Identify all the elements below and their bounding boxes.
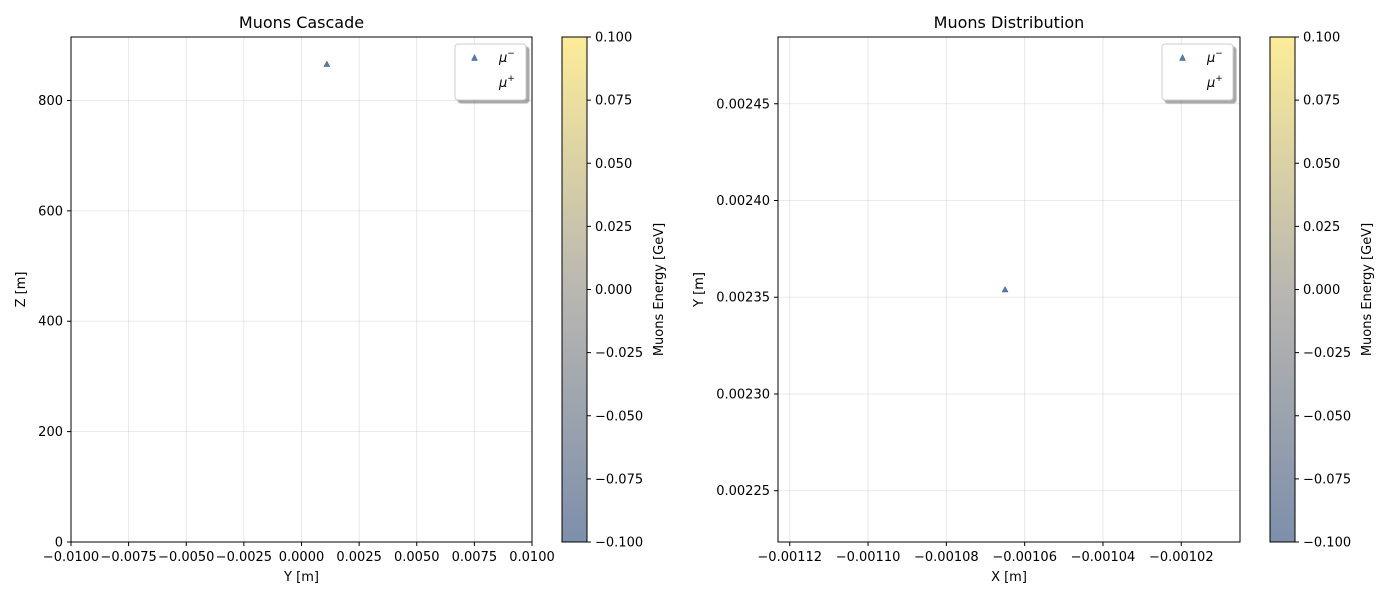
colorbar-label: Muons Energy [GeV] [1360,223,1375,356]
y-axis-ticks: 0.00225 0.00230 0.00235 0.00240 0.00245 [716,97,778,499]
legend: μ− μ+ [1161,43,1234,101]
colorbar-tick-label: 0.000 [595,283,632,298]
y-tick-label: 0.00245 [716,97,770,112]
x-tick-label: 0.0000 [279,550,325,565]
y-tick-label: 400 [38,315,63,330]
x-axis-ticks: −0.00112 −0.00110 −0.00108 −0.00106 −0.00104… [757,542,1214,565]
data-point-mu-minus [1001,285,1009,293]
legend-label-mu-minus: μ− [498,49,515,66]
colorbar-tick-label: −0.025 [1303,346,1351,361]
x-tick-label: −0.0075 [100,550,156,565]
colorbar-tick-label: 0.050 [1303,157,1340,172]
y-axis-label: Z [m] [14,272,29,308]
y-tick-label: 0 [55,536,63,551]
colorbar-tick-label: 0.050 [595,157,632,172]
legend-marker-mu-minus [471,53,478,61]
chart-muons-distribution: Muons Distribution −0.00112 −0.00110 −0.00… [692,13,1375,585]
colorbar-tick-label: 0.075 [1303,94,1340,109]
y-tick-label: 200 [38,425,63,440]
x-tick-label: 0.0050 [394,550,440,565]
x-tick-label: −0.0050 [158,550,214,565]
colorbar-tick-label: −0.100 [1303,536,1351,551]
colorbar: −0.100 −0.075 −0.050 −0.025 0.000 0.025 0.050 0… [1269,31,1375,551]
colorbar-tick-label: −0.100 [595,536,643,551]
colorbar-tick-label: 0.100 [595,31,632,46]
data-point-mu-minus [323,60,331,67]
plot-frame [777,36,1241,543]
y-tick-label: 600 [38,204,63,219]
x-tick-label: 0.0075 [452,550,498,565]
colorbar-tick-label: 0.025 [1303,220,1340,235]
chart-title: Muons Cascade [239,13,364,32]
x-axis-label: X [m] [991,570,1027,585]
x-tick-label: 0.0025 [336,550,382,565]
colorbar-tick-label: −0.075 [1303,472,1351,487]
colorbar-tick-label: −0.050 [595,409,643,424]
colorbar-tick-label: 0.100 [1303,31,1340,46]
y-tick-label: 0.00240 [716,194,770,209]
y-axis-ticks: 0 200 400 600 800 [38,94,71,551]
x-tick-label: −0.0100 [43,550,99,565]
x-tick-label: −0.0025 [216,550,272,565]
x-tick-label: −0.00102 [1149,550,1214,565]
chart-title: Muons Distribution [934,13,1085,32]
x-tick-label: −0.00108 [914,550,979,565]
x-tick-label: 0.0100 [509,550,555,565]
legend-marker-mu-minus [1179,53,1186,61]
data-points [1001,285,1009,293]
colorbar-tick-label: 0.075 [595,94,632,109]
x-tick-label: −0.00104 [1071,550,1136,565]
x-axis-ticks: −0.0100 −0.0075 −0.0050 −0.0025 0.0000 0.0025… [43,542,555,565]
y-tick-label: 0.00230 [716,387,770,402]
legend-box [454,43,527,101]
x-tick-label: −0.00112 [757,550,822,565]
x-tick-label: −0.00106 [992,550,1057,565]
colorbar-label: Muons Energy [GeV] [652,223,667,356]
grid [70,37,533,543]
colorbar-ticks: −0.100 −0.075 −0.050 −0.025 0.000 0.025 0.050 0… [587,31,643,551]
y-tick-label: 800 [38,94,63,109]
y-tick-label: 0.00235 [716,291,770,306]
colorbar-gradient [1270,37,1295,542]
legend-label-mu-plus: μ+ [1206,74,1223,91]
grid [778,37,1240,542]
colorbar-tick-label: −0.025 [595,346,643,361]
chart-muons-cascade: Muons Cascade −0.0100 −0.0075 −0.0050 −0.00… [14,13,667,585]
colorbar-tick-label: −0.050 [1303,409,1351,424]
colorbar: −0.100 −0.075 −0.050 −0.025 0.000 0.025 0.050 0… [561,31,667,551]
x-axis-label: Y [m] [283,570,319,585]
y-tick-label: 0.00225 [716,484,770,499]
x-tick-label: −0.00110 [836,550,901,565]
colorbar-tick-label: −0.075 [595,472,643,487]
legend: μ− μ+ [454,43,527,101]
legend-box [1161,43,1234,101]
colorbar-tick-label: 0.025 [595,220,632,235]
colorbar-tick-label: 0.000 [1303,283,1340,298]
colorbar-gradient [562,37,587,542]
legend-label-mu-plus: μ+ [498,74,515,91]
colorbar-ticks: −0.100 −0.075 −0.050 −0.025 0.000 0.025 0.050 0… [1295,31,1351,551]
y-axis-label: Y [m] [692,272,707,308]
legend-label-mu-minus: μ− [1206,49,1223,66]
data-points [323,60,331,67]
